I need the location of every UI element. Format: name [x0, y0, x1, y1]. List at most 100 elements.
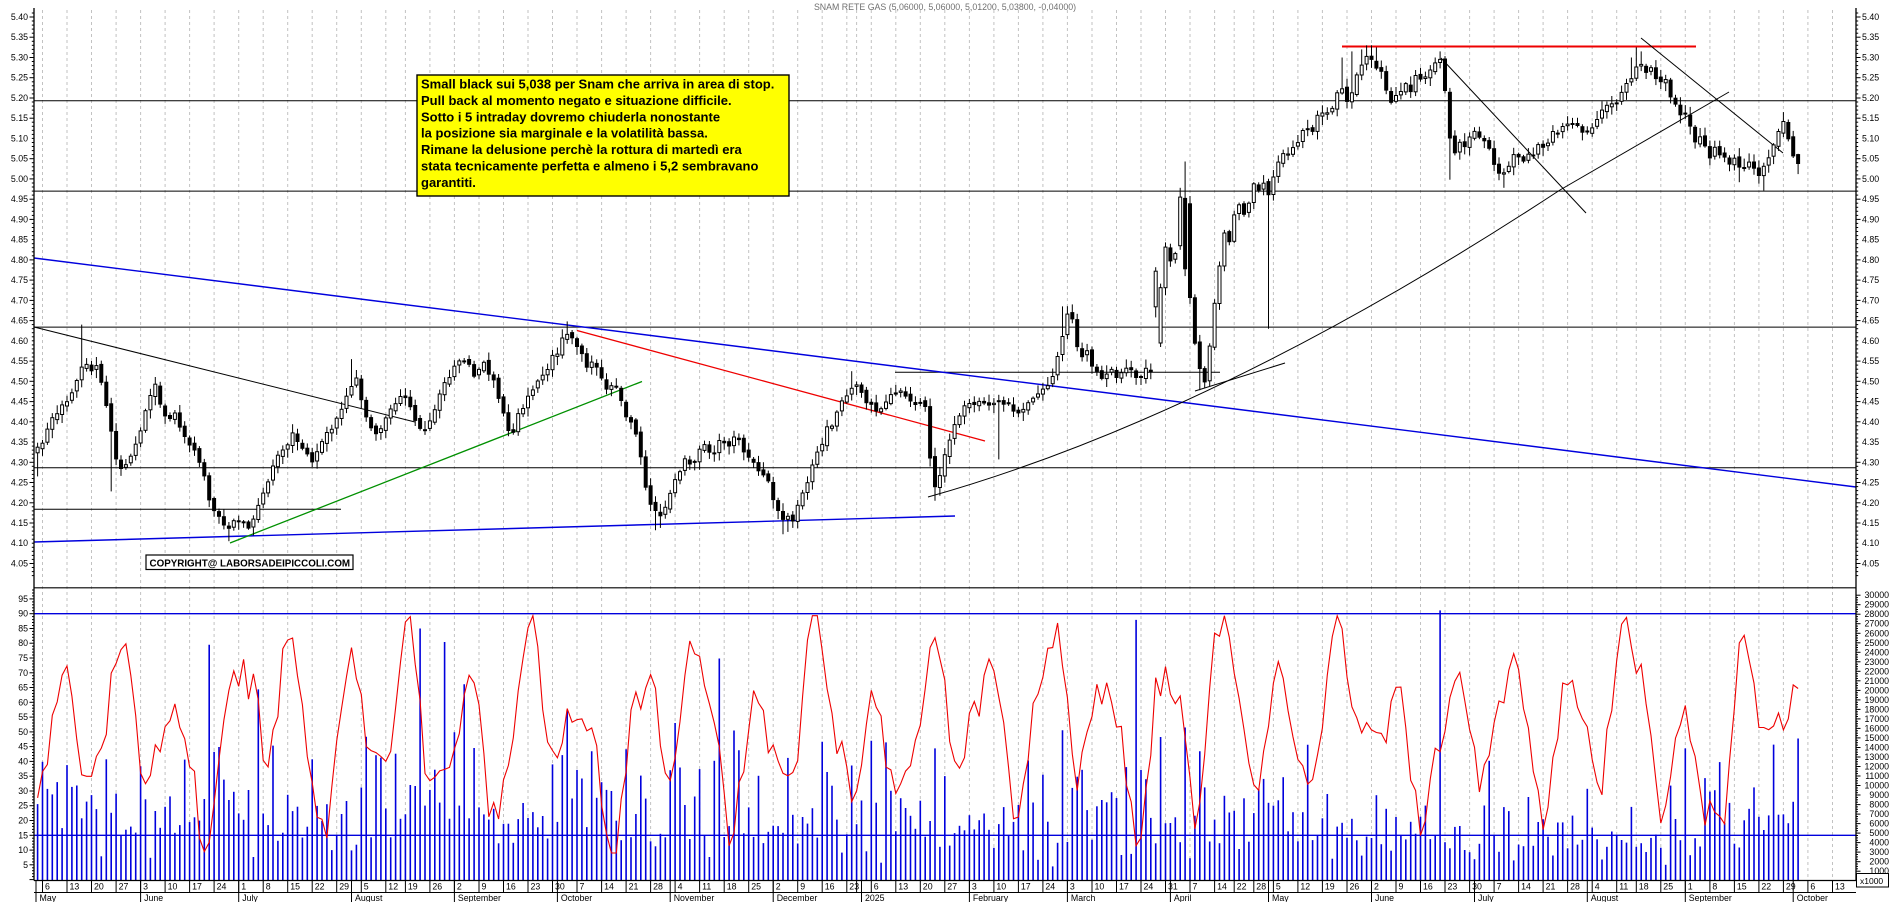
svg-text:6000: 6000 [1869, 819, 1889, 829]
svg-text:31: 31 [1168, 882, 1178, 892]
svg-text:23: 23 [1448, 882, 1458, 892]
svg-text:4.30: 4.30 [1862, 457, 1879, 467]
svg-text:4.80: 4.80 [11, 255, 28, 265]
svg-text:80: 80 [18, 638, 28, 648]
svg-text:30000: 30000 [1865, 590, 1890, 600]
svg-text:13: 13 [1835, 882, 1845, 892]
svg-text:Pull back al momento negato e: Pull back al momento negato e situazione… [421, 93, 732, 108]
svg-text:9: 9 [1399, 882, 1404, 892]
svg-text:3: 3 [972, 882, 977, 892]
svg-text:June: June [1375, 893, 1394, 902]
svg-text:Rimane la delusione perchè la: Rimane la delusione perchè la rottura di… [421, 142, 743, 157]
svg-text:4.40: 4.40 [1862, 417, 1879, 427]
svg-text:garantiti.: garantiti. [421, 175, 476, 190]
svg-text:30: 30 [18, 786, 28, 796]
svg-text:27: 27 [119, 882, 129, 892]
svg-text:20: 20 [923, 882, 933, 892]
svg-text:14: 14 [1521, 882, 1531, 892]
svg-text:August: August [355, 893, 383, 902]
svg-text:13: 13 [898, 882, 908, 892]
svg-text:8: 8 [266, 882, 271, 892]
svg-text:x1000: x1000 [1860, 876, 1883, 886]
svg-text:9: 9 [800, 882, 805, 892]
svg-text:22: 22 [315, 882, 325, 892]
svg-text:90: 90 [18, 609, 28, 619]
svg-text:10: 10 [168, 882, 178, 892]
svg-text:5.20: 5.20 [1862, 93, 1879, 103]
svg-text:la posizione sia marginale e l: la posizione sia marginale e la volatili… [421, 126, 708, 141]
svg-text:10: 10 [996, 882, 1006, 892]
svg-text:5.05: 5.05 [11, 154, 28, 164]
svg-text:21000: 21000 [1865, 676, 1890, 686]
svg-text:29: 29 [339, 882, 349, 892]
svg-text:4.50: 4.50 [1862, 376, 1879, 386]
svg-text:4.80: 4.80 [1862, 255, 1879, 265]
svg-text:2000: 2000 [1869, 857, 1889, 867]
svg-text:17: 17 [1021, 882, 1031, 892]
svg-text:7: 7 [580, 882, 585, 892]
svg-text:4.20: 4.20 [1862, 498, 1879, 508]
svg-text:4.70: 4.70 [11, 295, 28, 305]
svg-text:4.90: 4.90 [1862, 214, 1879, 224]
svg-text:5.35: 5.35 [11, 32, 28, 42]
svg-text:24: 24 [217, 882, 227, 892]
svg-text:15000: 15000 [1865, 733, 1890, 743]
svg-text:24000: 24000 [1865, 647, 1890, 657]
svg-text:30: 30 [1472, 882, 1482, 892]
svg-text:10: 10 [18, 845, 28, 855]
svg-text:5: 5 [364, 882, 369, 892]
svg-text:Small black sui 5,038 per Snam: Small black sui 5,038 per Snam che arriv… [421, 77, 774, 92]
svg-text:25: 25 [751, 882, 761, 892]
svg-text:July: July [242, 893, 258, 902]
svg-text:19: 19 [408, 882, 418, 892]
svg-text:4.55: 4.55 [11, 356, 28, 366]
svg-text:26000: 26000 [1865, 628, 1890, 638]
svg-text:16: 16 [1423, 882, 1433, 892]
svg-text:24: 24 [1144, 882, 1154, 892]
svg-text:22000: 22000 [1865, 666, 1890, 676]
svg-text:20000: 20000 [1865, 685, 1890, 695]
svg-text:SNAM RETE GAS (5,06000, 5,0600: SNAM RETE GAS (5,06000, 5,06000, 5,01200… [814, 2, 1076, 12]
svg-text:July: July [1478, 893, 1494, 902]
svg-text:September: September [458, 893, 501, 902]
svg-text:3000: 3000 [1869, 847, 1889, 857]
svg-text:COPYRIGHT@ LABORSADEIPICCOLI.C: COPYRIGHT@ LABORSADEIPICCOLI.COM [150, 558, 351, 569]
svg-text:20: 20 [18, 816, 28, 826]
svg-text:95: 95 [18, 594, 28, 604]
svg-text:5.10: 5.10 [1862, 133, 1879, 143]
svg-text:1: 1 [1688, 882, 1693, 892]
svg-text:28: 28 [1256, 882, 1266, 892]
svg-text:2: 2 [776, 882, 781, 892]
svg-text:12000: 12000 [1865, 762, 1890, 772]
svg-text:30: 30 [555, 882, 565, 892]
svg-text:11000: 11000 [1865, 771, 1889, 781]
svg-text:4.15: 4.15 [11, 518, 28, 528]
svg-text:4.50: 4.50 [11, 376, 28, 386]
svg-text:October: October [561, 893, 592, 902]
svg-text:5.00: 5.00 [1862, 174, 1879, 184]
svg-text:70: 70 [18, 668, 28, 678]
svg-text:4.25: 4.25 [1862, 478, 1879, 488]
svg-text:13000: 13000 [1865, 752, 1890, 762]
svg-text:28: 28 [1570, 882, 1580, 892]
svg-text:4.15: 4.15 [1862, 518, 1879, 528]
svg-text:4.05: 4.05 [11, 559, 28, 569]
svg-text:4.65: 4.65 [11, 316, 28, 326]
svg-text:5.25: 5.25 [1862, 73, 1879, 83]
svg-text:85: 85 [18, 624, 28, 634]
svg-text:5.20: 5.20 [11, 93, 28, 103]
svg-text:15: 15 [1737, 882, 1747, 892]
svg-text:4.55: 4.55 [1862, 356, 1879, 366]
svg-text:28000: 28000 [1865, 609, 1890, 619]
svg-text:5: 5 [23, 860, 28, 870]
svg-text:12: 12 [1300, 882, 1310, 892]
svg-text:24: 24 [1045, 882, 1055, 892]
svg-text:5.25: 5.25 [11, 73, 28, 83]
svg-text:25: 25 [18, 801, 28, 811]
svg-text:May: May [40, 893, 57, 902]
svg-text:5.15: 5.15 [1862, 113, 1879, 123]
svg-text:16: 16 [825, 882, 835, 892]
svg-text:25: 25 [1663, 882, 1673, 892]
svg-text:December: December [777, 893, 818, 902]
svg-text:4.45: 4.45 [11, 397, 28, 407]
